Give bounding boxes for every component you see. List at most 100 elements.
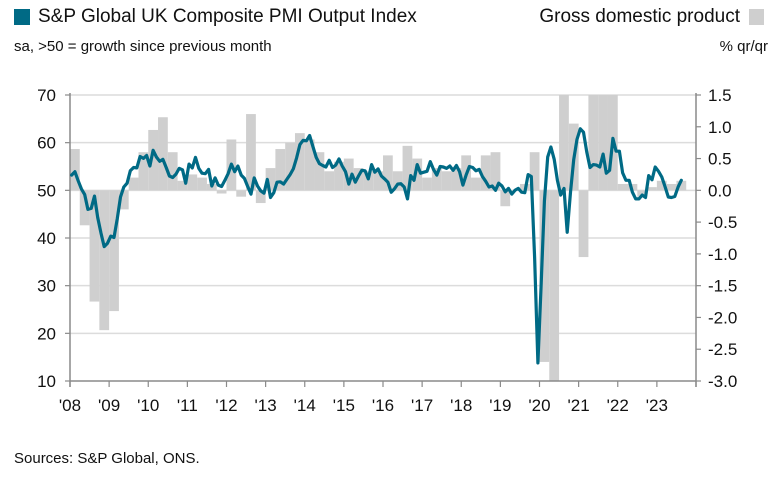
x-tick-label: '16	[372, 396, 394, 415]
axes	[65, 93, 701, 387]
gdp-bar	[216, 190, 227, 194]
gdp-bar	[158, 117, 168, 191]
gdp-bar	[490, 152, 501, 191]
right-axis-subtitle: % qr/qr	[719, 38, 768, 55]
gdp-bar	[363, 171, 374, 191]
right-tick-label: -0.5	[708, 213, 737, 232]
gdp-bar	[392, 171, 403, 191]
x-tick-label: '14	[294, 396, 316, 415]
gdp-bar	[539, 190, 550, 362]
source-note: Sources: S&P Global, ONS.	[14, 450, 200, 467]
gdp-bar	[246, 114, 256, 191]
gdp-bar	[451, 168, 462, 191]
gdp-bar	[676, 180, 687, 191]
right-tick-label: 0.5	[708, 150, 732, 169]
gdp-bar	[138, 152, 149, 191]
gdp-bar	[549, 190, 560, 381]
gdp-bar	[402, 145, 413, 191]
gdp-bar	[324, 171, 335, 191]
gdp-bar	[177, 180, 188, 191]
gdp-bar	[480, 155, 491, 191]
chart: 10 20 30 40 50 60 70 1.5 1.0 0.5 0.0 -0.5 -1.0 -1.5 -2…	[37, 86, 737, 415]
x-tick-label: '09	[98, 396, 120, 415]
gdp-bar	[294, 133, 305, 191]
x-tick-label: '20	[528, 396, 550, 415]
right-tick-label: -2.0	[708, 308, 737, 327]
gdp-bar	[666, 183, 677, 191]
gdp-bar	[656, 180, 667, 191]
gdp-bar	[167, 152, 178, 191]
x-tick-label: '11	[177, 396, 198, 415]
gdp-bar	[529, 152, 540, 191]
x-tick-label: '18	[450, 396, 472, 415]
gdp-bar	[383, 155, 393, 191]
gdp-bar	[255, 190, 266, 204]
gdp-bar	[598, 95, 608, 191]
gdp-bar	[578, 190, 589, 258]
x-tick-label: '08	[59, 396, 81, 415]
right-tick-label: 0.0	[708, 181, 732, 200]
gdp-bar	[588, 95, 599, 191]
right-tick-label: 1.5	[708, 86, 732, 105]
x-tick-label: '10	[137, 396, 159, 415]
x-tick-label: '21	[568, 396, 590, 415]
gdp-bar	[148, 129, 159, 191]
gdp-bar	[197, 177, 207, 191]
gdp-bar	[334, 161, 344, 191]
gdp-bar	[304, 139, 315, 191]
gdp-bar	[559, 95, 569, 191]
x-tick-label: '17	[411, 396, 433, 415]
legend-gdp-label: Gross domestic product	[539, 6, 740, 27]
right-tick-label: -1.0	[708, 245, 737, 264]
left-tick-label: 40	[37, 229, 56, 248]
gdp-bar	[265, 168, 276, 191]
gdp-bar	[187, 174, 198, 191]
pmi-line	[69, 127, 683, 365]
gdp-swatch	[749, 9, 764, 25]
gdp-bar	[343, 158, 354, 191]
left-tick-label: 60	[37, 134, 56, 153]
gdp-bar	[412, 158, 423, 191]
gdp-bar	[109, 190, 119, 312]
x-tick-label: '23	[646, 396, 668, 415]
gdp-bar	[70, 149, 80, 191]
x-tick-label: '12	[215, 396, 237, 415]
gdp-bar	[236, 190, 247, 197]
legend-pmi: S&P Global UK Composite PMI Output Index	[14, 6, 417, 28]
left-tick-label: 50	[37, 181, 56, 200]
left-tick-label: 30	[37, 277, 56, 296]
tick-labels: 10 20 30 40 50 60 70 1.5 1.0 0.5 0.0 -0.5 -1.0 -1.5 -2…	[37, 86, 737, 415]
left-tick-label: 10	[37, 372, 56, 391]
left-tick-label: 20	[37, 324, 56, 343]
gdp-bar	[314, 152, 325, 191]
pmi-swatch	[14, 9, 30, 25]
gdp-bar	[422, 177, 432, 191]
right-tick-label: -2.5	[708, 340, 737, 359]
gdp-bar	[500, 190, 511, 207]
right-tick-label: -1.5	[708, 277, 737, 296]
right-tick-label: -3.0	[708, 372, 737, 391]
gdp-bar	[441, 171, 452, 191]
gdp-bar	[471, 177, 481, 191]
x-tick-label: '15	[333, 396, 355, 415]
right-tick-label: 1.0	[708, 118, 732, 137]
gdp-bar	[128, 177, 139, 191]
legend-gdp: Gross domestic product	[539, 6, 764, 28]
left-tick-label: 70	[37, 86, 56, 105]
gdp-bar	[79, 190, 90, 226]
gdp-bar	[431, 168, 442, 191]
gdp-bars	[70, 95, 687, 381]
gdp-bar	[647, 187, 657, 191]
gdp-bar	[617, 183, 628, 191]
gdp-bar	[275, 149, 286, 191]
gdp-bar	[373, 171, 383, 191]
left-axis-subtitle: sa, >50 = growth since previous month	[14, 38, 272, 55]
legend-pmi-label: S&P Global UK Composite PMI Output Index	[38, 6, 417, 27]
x-tick-label: '22	[607, 396, 629, 415]
gdp-bar	[99, 190, 110, 331]
gdp-bar	[118, 190, 129, 210]
x-tick-label: '19	[489, 396, 511, 415]
x-tick-label: '13	[255, 396, 277, 415]
gdp-bar	[89, 190, 100, 302]
gdp-bar	[285, 142, 295, 191]
